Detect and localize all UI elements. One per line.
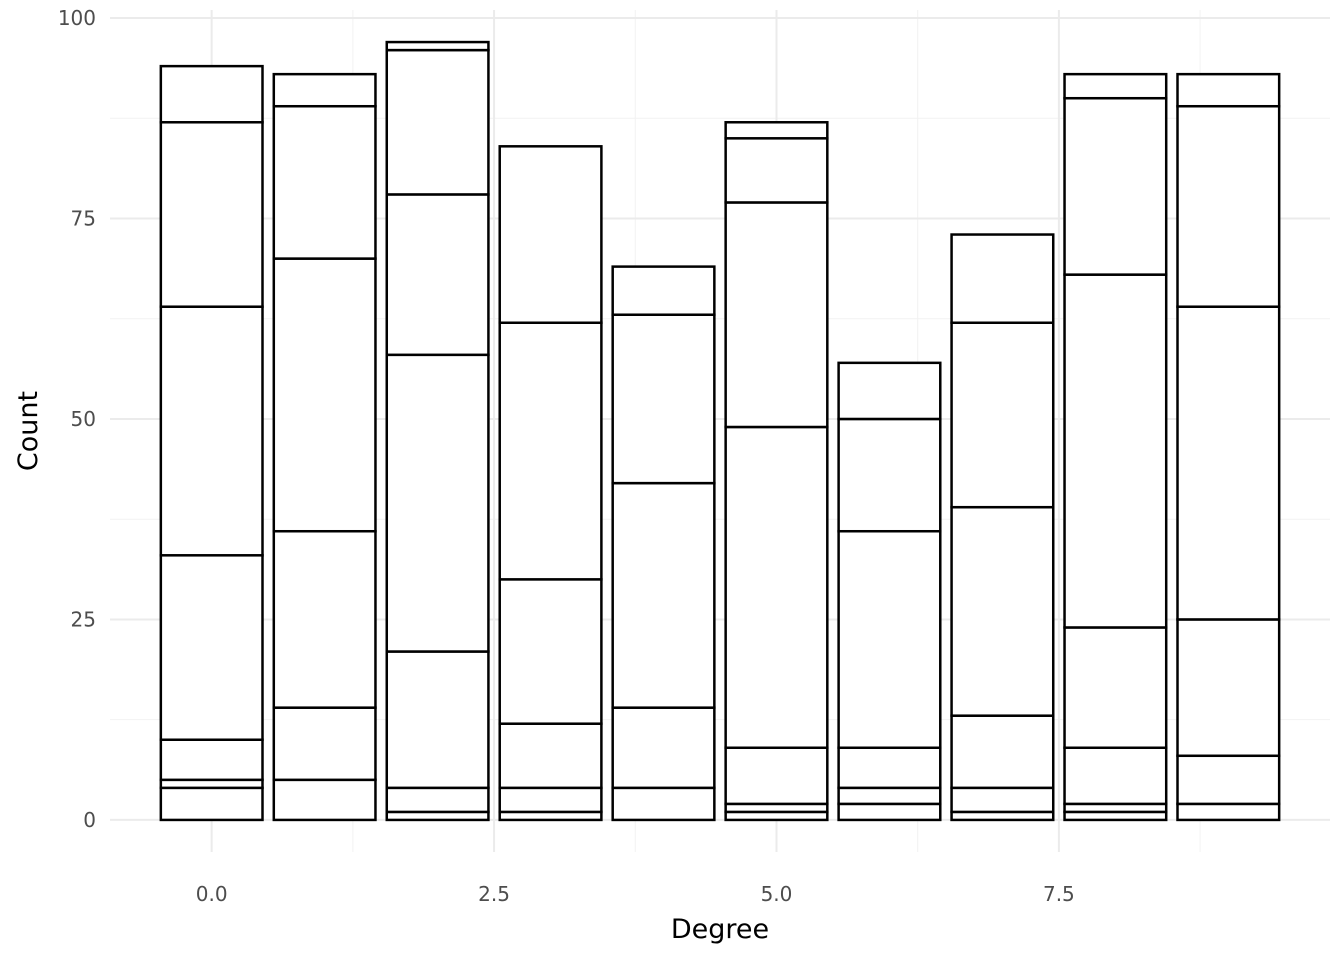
x-tick-label: 5.0 bbox=[761, 882, 793, 906]
bar-segment bbox=[159, 64, 264, 124]
bar-segment bbox=[498, 145, 603, 324]
bar-segment bbox=[159, 305, 264, 557]
bar-segment bbox=[950, 505, 1055, 717]
bar-segment bbox=[724, 137, 829, 204]
bar-segment bbox=[1063, 626, 1168, 750]
bar-segment bbox=[950, 233, 1055, 324]
bar-segment bbox=[272, 257, 377, 533]
y-tick-label: 25 bbox=[71, 607, 96, 631]
bar-segment bbox=[611, 313, 716, 485]
bar-segment bbox=[1176, 754, 1281, 806]
bar-segment bbox=[837, 529, 942, 750]
x-tick-label: 2.5 bbox=[478, 882, 510, 906]
bar-segment bbox=[837, 417, 942, 533]
bar-segment bbox=[837, 361, 942, 421]
bar-segment bbox=[611, 265, 716, 316]
bar-segment bbox=[498, 786, 603, 814]
bar-segment bbox=[724, 425, 829, 750]
bar-segment bbox=[1176, 802, 1281, 822]
bar-segment bbox=[385, 353, 490, 653]
bar-segment bbox=[837, 802, 942, 822]
bar-segment bbox=[1063, 72, 1168, 100]
bar-segment bbox=[611, 706, 716, 790]
bar-segment bbox=[498, 578, 603, 725]
bar-segment bbox=[385, 40, 490, 52]
bar-segment bbox=[724, 121, 829, 140]
bar-segment bbox=[950, 321, 1055, 509]
bar-segment bbox=[724, 746, 829, 806]
y-tick-label: 100 bbox=[58, 6, 96, 30]
bar-segment bbox=[950, 714, 1055, 790]
bar-segment bbox=[272, 104, 377, 260]
bar-segment bbox=[159, 121, 264, 308]
bar-segment bbox=[1063, 96, 1168, 276]
bar-segment bbox=[272, 706, 377, 782]
y-axis-title: Count bbox=[13, 391, 44, 471]
bars bbox=[159, 40, 1281, 822]
bar-segment bbox=[1176, 104, 1281, 308]
bar-segment bbox=[1176, 618, 1281, 758]
bar-segment bbox=[837, 786, 942, 806]
bar-segment bbox=[1176, 305, 1281, 621]
bar-segment bbox=[272, 778, 377, 822]
x-axis-tick-labels: 0.0 2.5 5.0 7.5 bbox=[196, 882, 1075, 906]
bar-segment bbox=[385, 193, 490, 357]
bar-segment bbox=[611, 786, 716, 822]
bar-segment bbox=[272, 72, 377, 108]
bar-segment bbox=[837, 746, 942, 790]
bar-segment bbox=[159, 786, 264, 822]
bar-segment bbox=[498, 722, 603, 790]
bar-segment bbox=[724, 201, 829, 429]
bar-segment bbox=[950, 786, 1055, 814]
x-tick-label: 7.5 bbox=[1043, 882, 1075, 906]
y-tick-label: 50 bbox=[71, 407, 96, 431]
bar-segment bbox=[159, 738, 264, 782]
bar-segment bbox=[1176, 72, 1281, 108]
bar-segment bbox=[611, 481, 716, 709]
y-tick-label: 75 bbox=[71, 206, 96, 230]
bar-segment bbox=[385, 48, 490, 196]
y-axis-tick-labels: 0 25 50 75 100 bbox=[58, 6, 96, 832]
bar-segment bbox=[272, 529, 377, 709]
x-axis-title: Degree bbox=[671, 914, 769, 945]
y-tick-label: 0 bbox=[83, 808, 96, 832]
bar-segment bbox=[1063, 273, 1168, 629]
bar-segment bbox=[159, 554, 264, 741]
bar-segment bbox=[385, 786, 490, 814]
bar-segment bbox=[1063, 746, 1168, 806]
bar-segment bbox=[498, 321, 603, 581]
bar-segment bbox=[385, 650, 490, 790]
x-tick-label: 0.0 bbox=[196, 882, 228, 906]
